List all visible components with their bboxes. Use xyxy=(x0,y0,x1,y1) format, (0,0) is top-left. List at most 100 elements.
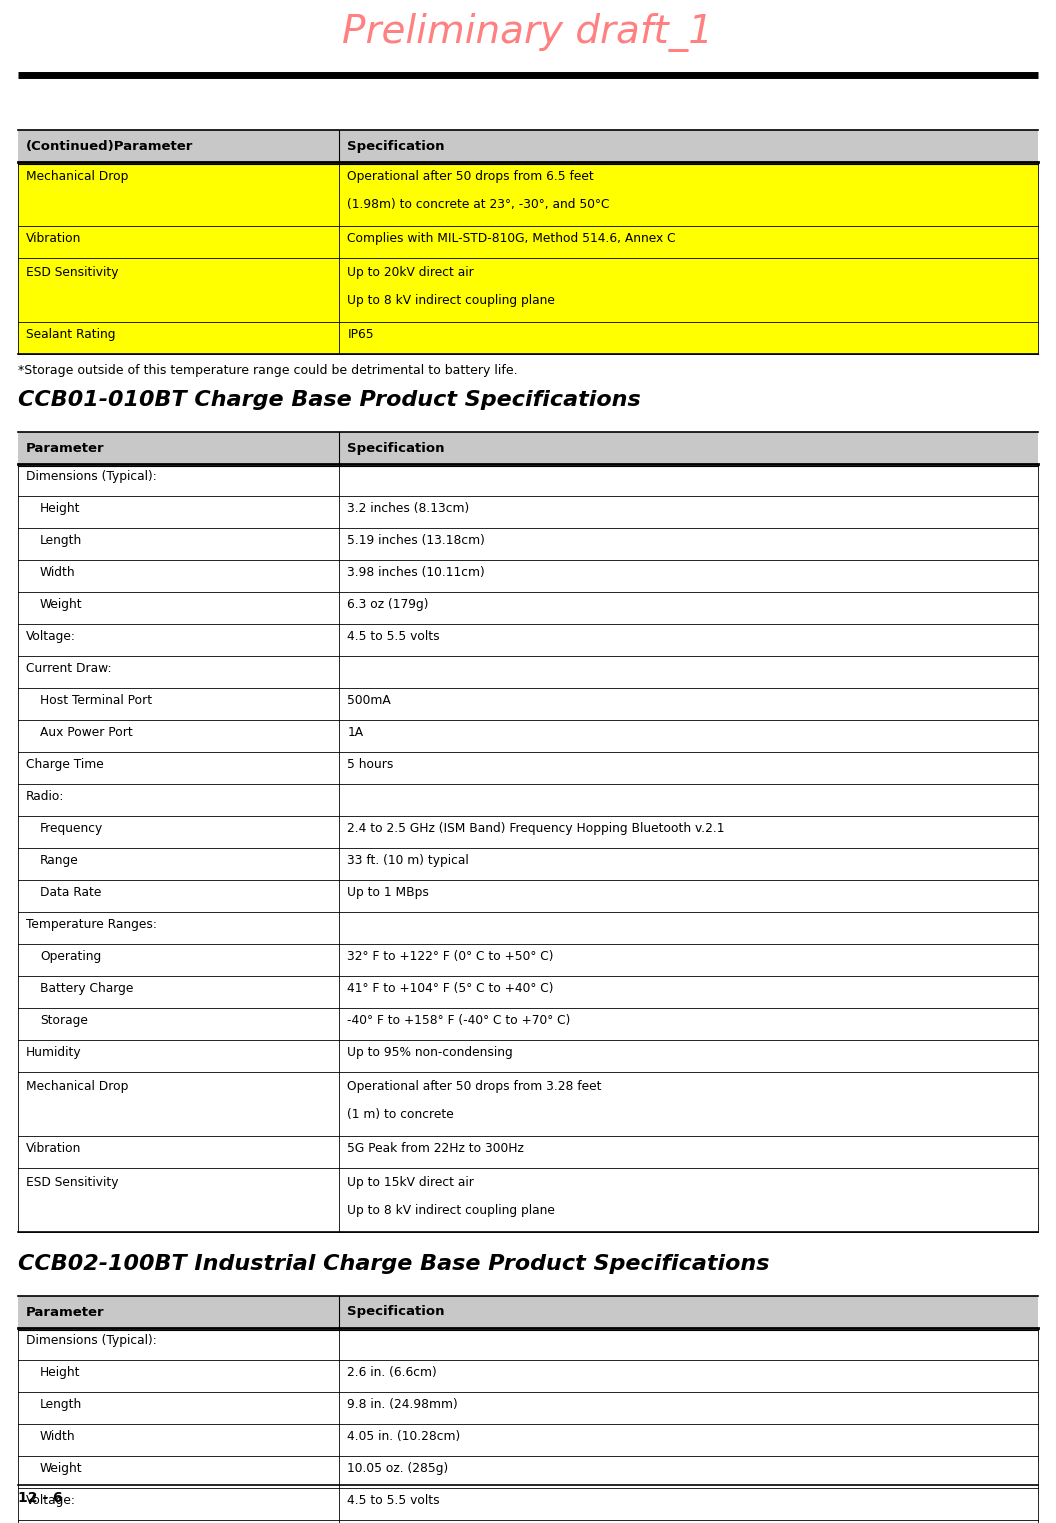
Bar xyxy=(18,752,1038,784)
Text: Up to 95% non-condensing: Up to 95% non-condensing xyxy=(347,1046,513,1058)
Bar xyxy=(18,1072,1038,1136)
Text: 41° F to +104° F (5° C to +40° C): 41° F to +104° F (5° C to +40° C) xyxy=(347,982,553,995)
Text: Battery Charge: Battery Charge xyxy=(40,982,133,995)
Bar xyxy=(18,1136,1038,1168)
Bar xyxy=(18,944,1038,976)
Text: Sealant Rating: Sealant Rating xyxy=(26,327,115,341)
Text: 6.3 oz (179g): 6.3 oz (179g) xyxy=(347,599,429,611)
Bar xyxy=(18,688,1038,720)
Bar xyxy=(18,848,1038,880)
Text: CCB02-100BT Industrial Charge Base Product Specifications: CCB02-100BT Industrial Charge Base Produ… xyxy=(18,1253,770,1275)
Text: CCB01-010BT Charge Base Product Specifications: CCB01-010BT Charge Base Product Specific… xyxy=(18,390,641,410)
Text: (1 m) to concrete: (1 m) to concrete xyxy=(347,1109,454,1121)
Text: Range: Range xyxy=(40,854,79,867)
Text: (Continued)Parameter: (Continued)Parameter xyxy=(26,140,193,152)
Text: 3.2 inches (8.13cm): 3.2 inches (8.13cm) xyxy=(347,503,470,515)
Text: 5G Peak from 22Hz to 300Hz: 5G Peak from 22Hz to 300Hz xyxy=(347,1142,524,1154)
Text: Humidity: Humidity xyxy=(26,1046,81,1058)
Text: Operational after 50 drops from 6.5 feet: Operational after 50 drops from 6.5 feet xyxy=(347,171,595,183)
Text: Up to 8 kV indirect coupling plane: Up to 8 kV indirect coupling plane xyxy=(347,294,555,308)
Text: (1.98m) to concrete at 23°, -30°, and 50°C: (1.98m) to concrete at 23°, -30°, and 50… xyxy=(347,198,609,212)
Bar xyxy=(18,784,1038,816)
Text: Up to 20kV direct air: Up to 20kV direct air xyxy=(347,267,474,279)
Text: ESD Sensitivity: ESD Sensitivity xyxy=(26,1176,118,1189)
Text: 4.5 to 5.5 volts: 4.5 to 5.5 volts xyxy=(347,1494,440,1506)
Bar xyxy=(18,465,1038,496)
Bar xyxy=(18,560,1038,592)
Text: Up to 8 kV indirect coupling plane: Up to 8 kV indirect coupling plane xyxy=(347,1205,555,1217)
Text: *Storage outside of this temperature range could be detrimental to battery life.: *Storage outside of this temperature ran… xyxy=(18,364,517,378)
Text: Mechanical Drop: Mechanical Drop xyxy=(26,171,129,183)
Text: Width: Width xyxy=(40,1430,76,1442)
Bar xyxy=(18,656,1038,688)
Text: 3.98 inches (10.11cm): 3.98 inches (10.11cm) xyxy=(347,567,485,579)
Text: 33 ft. (10 m) typical: 33 ft. (10 m) typical xyxy=(347,854,469,867)
Text: Preliminary draft_1: Preliminary draft_1 xyxy=(342,14,714,52)
Bar xyxy=(18,912,1038,944)
Text: Up to 1 MBps: Up to 1 MBps xyxy=(347,886,429,899)
Text: Parameter: Parameter xyxy=(26,1305,105,1319)
Bar xyxy=(18,433,1038,465)
Text: Up to 15kV direct air: Up to 15kV direct air xyxy=(347,1176,474,1189)
Bar xyxy=(18,1392,1038,1424)
Text: Vibration: Vibration xyxy=(26,1142,81,1154)
Text: Height: Height xyxy=(40,503,80,515)
Text: Weight: Weight xyxy=(40,1462,82,1474)
Bar xyxy=(18,1008,1038,1040)
Bar xyxy=(18,129,1038,161)
Bar xyxy=(18,496,1038,528)
Text: Radio:: Radio: xyxy=(26,790,64,803)
Text: Data Rate: Data Rate xyxy=(40,886,101,899)
Bar xyxy=(18,528,1038,560)
Text: 12 - 6: 12 - 6 xyxy=(18,1491,62,1505)
Text: Length: Length xyxy=(40,1398,82,1410)
Text: Aux Power Port: Aux Power Port xyxy=(40,726,133,739)
Text: 2.6 in. (6.6cm): 2.6 in. (6.6cm) xyxy=(347,1366,437,1378)
Text: Storage: Storage xyxy=(40,1014,88,1027)
Bar xyxy=(18,321,1038,353)
Text: Complies with MIL-STD-810G, Method 514.6, Annex C: Complies with MIL-STD-810G, Method 514.6… xyxy=(347,231,676,245)
Bar xyxy=(18,816,1038,848)
Text: Voltage:: Voltage: xyxy=(26,1494,76,1506)
Text: Host Terminal Port: Host Terminal Port xyxy=(40,694,152,707)
Text: Vibration: Vibration xyxy=(26,231,81,245)
Text: 500mA: 500mA xyxy=(347,694,391,707)
Text: 32° F to +122° F (0° C to +50° C): 32° F to +122° F (0° C to +50° C) xyxy=(347,950,553,963)
Text: Dimensions (Typical):: Dimensions (Typical): xyxy=(26,471,156,483)
Text: 9.8 in. (24.98mm): 9.8 in. (24.98mm) xyxy=(347,1398,458,1410)
Text: IP65: IP65 xyxy=(347,327,374,341)
Text: Width: Width xyxy=(40,567,76,579)
Text: Operating: Operating xyxy=(40,950,101,963)
Text: ESD Sensitivity: ESD Sensitivity xyxy=(26,267,118,279)
Bar xyxy=(18,720,1038,752)
Text: Specification: Specification xyxy=(347,1305,445,1319)
Text: Specification: Specification xyxy=(347,140,445,152)
Text: 5 hours: 5 hours xyxy=(347,758,394,771)
Bar xyxy=(18,1424,1038,1456)
Text: Operational after 50 drops from 3.28 feet: Operational after 50 drops from 3.28 fee… xyxy=(347,1080,602,1094)
Text: 4.05 in. (10.28cm): 4.05 in. (10.28cm) xyxy=(347,1430,460,1442)
Text: Length: Length xyxy=(40,535,82,547)
Bar xyxy=(18,1520,1038,1523)
Text: 1A: 1A xyxy=(347,726,363,739)
Bar xyxy=(18,624,1038,656)
Bar xyxy=(18,1040,1038,1072)
Text: Voltage:: Voltage: xyxy=(26,631,76,643)
Bar xyxy=(18,880,1038,912)
Text: 2.4 to 2.5 GHz (ISM Band) Frequency Hopping Bluetooth v.2.1: 2.4 to 2.5 GHz (ISM Band) Frequency Hopp… xyxy=(347,822,724,835)
Text: Height: Height xyxy=(40,1366,80,1378)
Text: Frequency: Frequency xyxy=(40,822,103,835)
Text: 4.5 to 5.5 volts: 4.5 to 5.5 volts xyxy=(347,631,440,643)
Text: Charge Time: Charge Time xyxy=(26,758,103,771)
Bar xyxy=(18,1360,1038,1392)
Bar xyxy=(18,592,1038,624)
Text: Specification: Specification xyxy=(347,442,445,454)
Bar xyxy=(18,161,1038,225)
Bar xyxy=(18,1296,1038,1328)
Text: Weight: Weight xyxy=(40,599,82,611)
Text: Temperature Ranges:: Temperature Ranges: xyxy=(26,918,157,931)
Bar xyxy=(18,225,1038,257)
Bar xyxy=(18,1456,1038,1488)
Text: 10.05 oz. (285g): 10.05 oz. (285g) xyxy=(347,1462,449,1474)
Bar xyxy=(18,1488,1038,1520)
